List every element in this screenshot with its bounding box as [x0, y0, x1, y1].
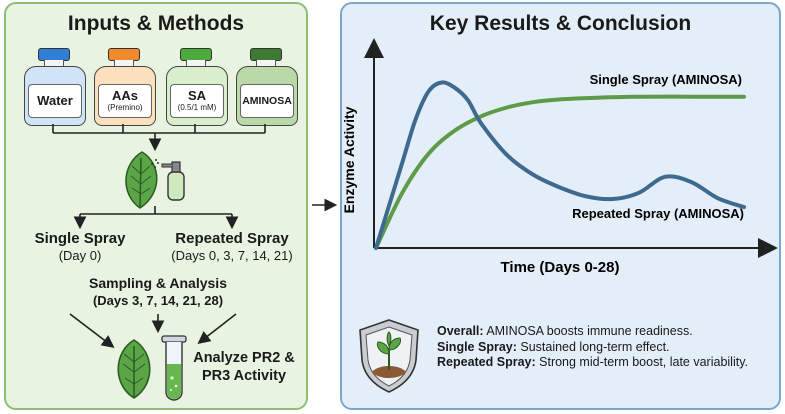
aas-bottle: AAs (Premino)	[94, 48, 156, 126]
aminosa-bottle: AMINOSA	[236, 48, 298, 126]
water-bottle: Water	[24, 48, 86, 126]
conclusion-text: Overall: AMINOSA boosts immune readiness…	[437, 324, 777, 371]
conclusion-repeated: Repeated Spray: Strong mid-term boost, l…	[437, 355, 777, 371]
test-tube-icon	[161, 335, 187, 401]
sa-bottle: SA (0.5/1 mM)	[166, 48, 228, 126]
single-spray-title: Single Spray	[34, 230, 126, 247]
bottle-label: AMINOSA	[242, 95, 292, 107]
sampling-detail: (Days 3, 7, 14, 21, 28)	[92, 293, 224, 308]
single-text: Sustained long-term effect.	[516, 339, 670, 354]
results-conclusion-title: Key Results & Conclusion	[429, 12, 692, 35]
conclusion-single: Single Spray: Sustained long-term effect…	[437, 340, 777, 356]
conclusion-overall: Overall: AMINOSA boosts immune readiness…	[437, 324, 777, 340]
single-spray-detail: (Day 0)	[58, 248, 102, 263]
x-axis-label: Time (Days 0-28)	[501, 259, 620, 276]
analyze-line-1: Analyze PR2 &	[193, 350, 295, 366]
bottle-label: AAs	[111, 88, 138, 103]
shield-plant-icon	[359, 319, 419, 393]
inputs-methods-panel: Inputs & Methods Water AAs (Premino) SA …	[4, 2, 308, 410]
analyze-line-2: PR3 Activity	[201, 368, 287, 384]
repeated-spray-title: Repeated Spray	[175, 230, 289, 247]
y-axis-label: Enzyme Activity	[341, 106, 357, 213]
overall-label: Overall:	[437, 324, 484, 338]
bottle-sublabel: (Premino)	[107, 103, 143, 112]
repeated-spray-detail: (Days 0, 3, 7, 14, 21)	[171, 248, 293, 263]
leaf-icon	[117, 339, 151, 399]
bottle-label: SA	[187, 88, 207, 103]
sampling-title: Sampling & Analysis	[89, 275, 227, 291]
single-label: Single Spray:	[437, 339, 517, 354]
bottle-label: Water	[37, 93, 73, 108]
series-line-single-spray	[374, 94, 746, 250]
leaf-spray-icon	[125, 151, 185, 209]
inputs-methods-title: Inputs & Methods	[67, 12, 245, 35]
series-line-repeated-spray	[374, 80, 746, 250]
series-label-single: Single Spray (AMINOSA)	[590, 72, 742, 87]
series-label-repeated: Repeated Spray (AMINOSA)	[572, 206, 744, 221]
overall-text: AMINOSA boosts immune readiness.	[483, 324, 693, 338]
repeated-label: Repeated Spray:	[437, 355, 536, 369]
repeated-text: Strong mid-term boost, late variability.	[535, 355, 749, 369]
enzyme-activity-chart: Enzyme Activity Time (Days 0-28) Single …	[341, 38, 778, 276]
bottle-sublabel: (0.5/1 mM)	[177, 103, 217, 112]
